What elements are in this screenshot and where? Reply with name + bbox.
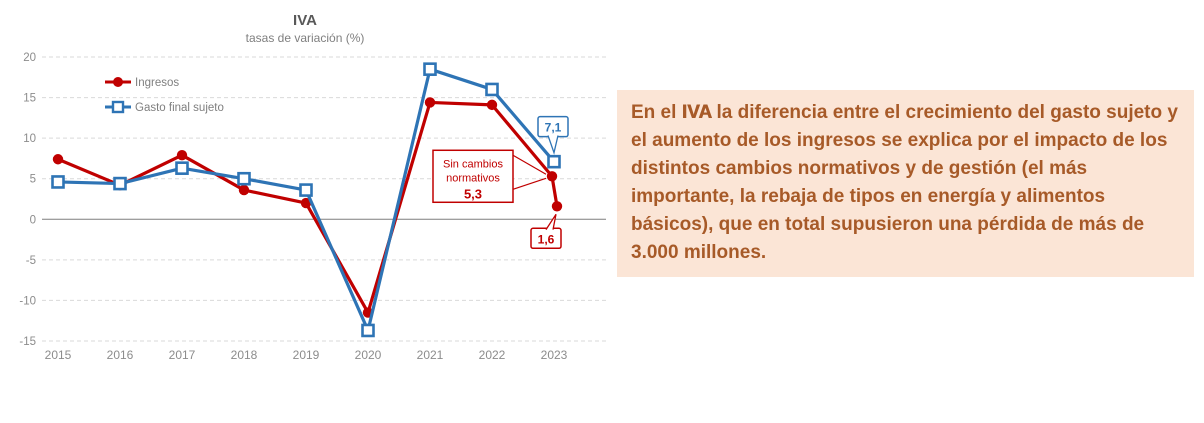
data-point-gasto-final-sujeto-2023 [547, 154, 561, 169]
annotation-sin-cambios-normativos: Sin cambios normativos 5,3 [432, 149, 547, 204]
legend-label-ingresos: Ingresos [135, 77, 179, 89]
data-point-ingresos-2022-7 [486, 99, 498, 111]
annotation-callout-tail [545, 213, 557, 230]
annotation-text-line2: normativos [446, 172, 500, 184]
annotation-ingresos-2023: 1,6 [530, 213, 562, 250]
data-point-gasto-final-sujeto-2015 [51, 175, 65, 189]
chart-title: IVA [293, 12, 317, 29]
data-point-ingresos-2023-8 [546, 171, 558, 182]
data-point-ingresos-2021-6 [424, 97, 436, 108]
legend-label-gasto-final-sujeto: Gasto final sujeto [135, 102, 224, 114]
data-point-ingresos-2018-3 [238, 184, 250, 196]
x-tick-label-2018: 2018 [231, 348, 258, 362]
annotation-value: 1,6 [538, 232, 555, 246]
annotation-box [530, 227, 562, 250]
y-tick-label-15: 15 [23, 93, 36, 105]
x-tick-label-2021: 2021 [417, 348, 444, 362]
y-tick-label--5: -5 [26, 255, 36, 267]
data-point-gasto-final-sujeto-2021 [423, 62, 437, 76]
y-tick-label-20: 20 [23, 52, 36, 64]
annotation-text-line1: Sin cambios [443, 158, 503, 170]
x-tick-label-2019: 2019 [293, 348, 320, 362]
annotation-leader-line [512, 154, 547, 175]
chart-subtitle: tasas de variación (%) [246, 31, 365, 45]
iva-line-chart: IVA tasas de variación (%) 20151050-5-10… [19, 12, 606, 362]
y-tick-label--10: -10 [19, 295, 36, 307]
commentary-panel: En el IVA la diferencia entre el crecimi… [617, 90, 1194, 277]
x-tick-label-2022: 2022 [479, 348, 506, 362]
annotation-gasto-final-2023: 7,1 [537, 115, 569, 156]
data-point-gasto-final-sujeto-2019 [299, 183, 313, 197]
data-point-gasto-final-sujeto-2020 [361, 323, 375, 338]
data-point-ingresos-2019-4 [300, 197, 312, 209]
data-point-gasto-final-sujeto-2016 [113, 176, 127, 191]
y-tick-label-5: 5 [30, 174, 36, 186]
legend-marker-gasto-final-sujeto [111, 100, 125, 114]
x-tick-label-2023: 2023 [541, 348, 568, 362]
data-point-gasto-final-sujeto-2017 [175, 161, 189, 175]
data-point-gasto-final-sujeto-2018 [237, 171, 251, 186]
commentary-text-prefix: En el [631, 102, 682, 123]
data-point-gasto-final-sujeto-2022 [485, 82, 499, 97]
chart-area: IVA tasas de variación (%) 20 15 10 5 0 -5 -10… [0, 0, 612, 380]
legend-item-gasto-final-sujeto: Gasto final sujeto [105, 100, 224, 114]
legend-item-ingresos: Ingresos [105, 77, 179, 89]
commentary-text-highlight: IVA [681, 102, 712, 123]
commentary-text-body: la diferencia entre el crecimiento del g… [631, 102, 1178, 263]
data-point-ingresos-2015-0 [52, 154, 64, 165]
x-tick-label-2017: 2017 [169, 348, 196, 362]
x-tick-label-2016: 2016 [107, 348, 134, 362]
y-tick-label--15: -15 [19, 336, 36, 348]
legend-marker-ingresos [113, 77, 123, 87]
data-point-ingresos-2017-2 [176, 149, 188, 161]
y-tick-label-10: 10 [23, 133, 36, 145]
annotation-value: 7,1 [545, 121, 562, 135]
annotation-value: 5,3 [464, 186, 482, 201]
data-point-ingresos-2023-9 [551, 201, 563, 212]
annotation-callout-tail [547, 135, 559, 156]
y-tick-label-0: 0 [30, 214, 36, 226]
annotation-leader-line [512, 177, 547, 190]
annotation-box [432, 149, 514, 204]
x-tick-label-2020: 2020 [355, 348, 382, 362]
x-tick-label-2015: 2015 [45, 348, 72, 362]
